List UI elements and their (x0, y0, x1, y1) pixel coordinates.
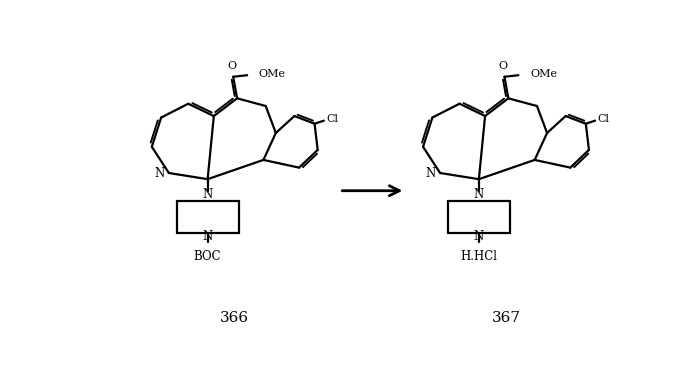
Text: 367: 367 (491, 311, 521, 325)
Text: N: N (202, 188, 213, 201)
Text: H.HCl: H.HCl (461, 250, 498, 263)
Text: O: O (498, 61, 508, 70)
Text: OMe: OMe (259, 69, 286, 79)
Text: Cl: Cl (598, 114, 610, 124)
Text: N: N (474, 188, 484, 201)
Text: BOC: BOC (194, 250, 221, 263)
Text: N: N (154, 167, 164, 180)
Text: O: O (227, 61, 236, 70)
Text: N: N (202, 230, 213, 243)
Text: OMe: OMe (530, 69, 557, 79)
Text: Cl: Cl (326, 114, 338, 124)
Text: N: N (474, 230, 484, 243)
Text: 366: 366 (220, 311, 249, 325)
Text: N: N (425, 167, 435, 180)
